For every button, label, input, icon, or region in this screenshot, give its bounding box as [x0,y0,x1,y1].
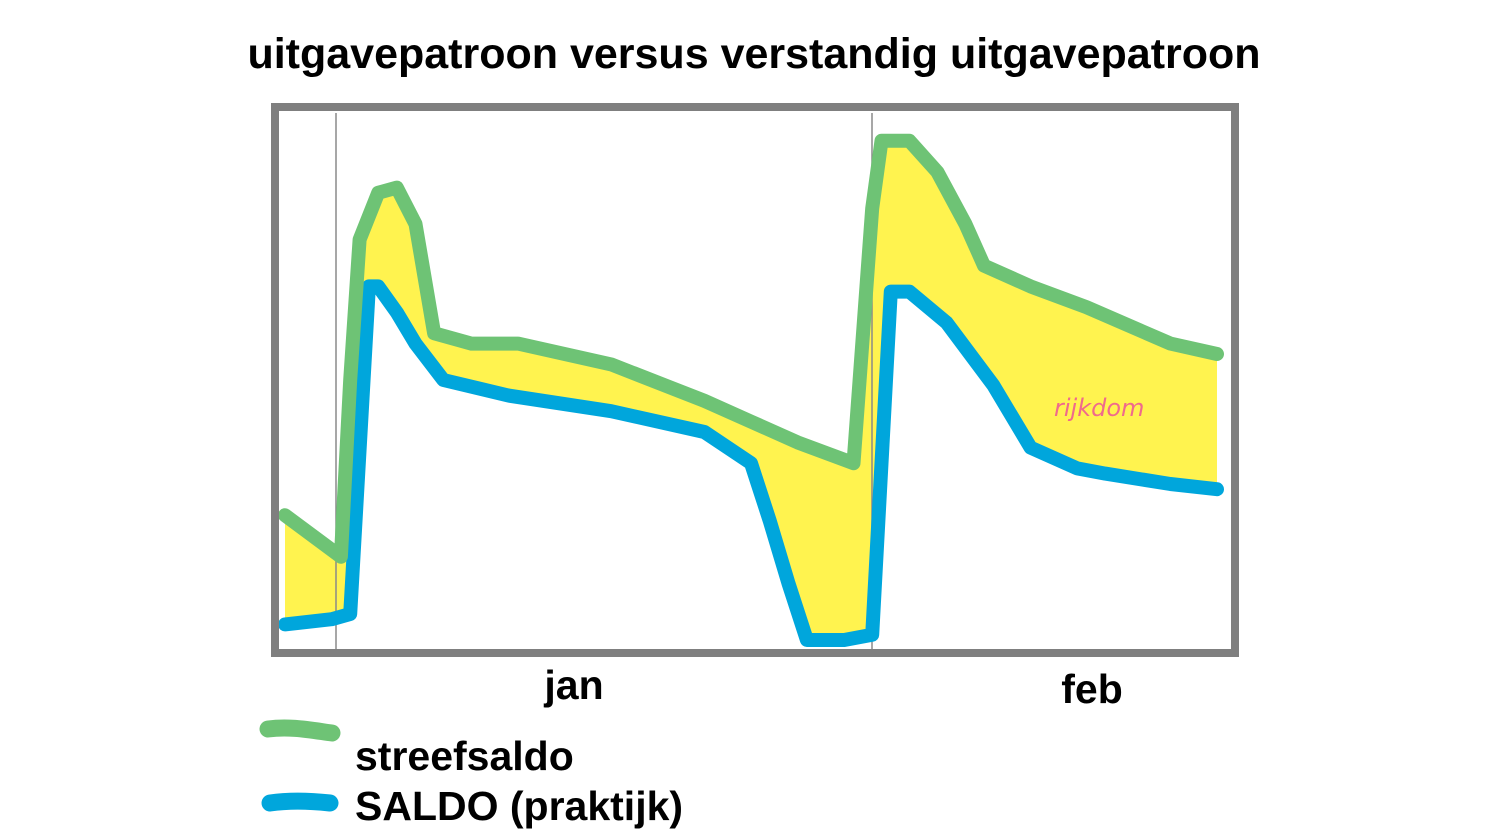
x-tick-label-feb: feb [1061,666,1123,712]
streefsaldo-line [278,133,1224,564]
legend-swatch-streefsaldo [259,719,341,742]
saldo-praktijk-line [278,279,1224,647]
annotation-rijkdom: rijkdom [1054,394,1144,422]
plot-frame [271,103,1239,657]
legend-label-saldo-praktijk: SALDO (praktijk) [355,783,683,829]
series-layer [278,133,1224,647]
legend-label-streefsaldo: streefsaldo [355,733,574,779]
legend-swatch-saldo-praktijk [261,792,339,812]
legend: streefsaldo SALDO (praktijk) [259,719,683,829]
chart-title: uitgavepatroon versus verstandig uitgave… [247,30,1260,78]
x-tick-label-jan: jan [543,662,603,708]
